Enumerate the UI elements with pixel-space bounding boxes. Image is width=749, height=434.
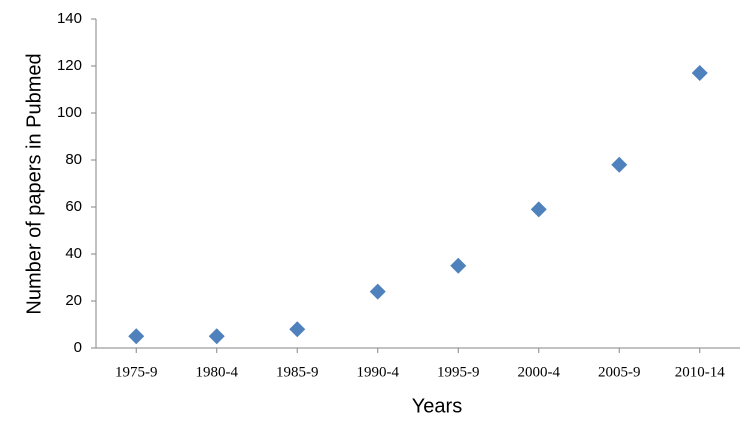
y-tick-label: 120	[57, 57, 82, 74]
x-tick-label: 1995-9	[437, 364, 480, 380]
y-axis-title: Number of papers in Pubmed	[23, 53, 45, 314]
x-tick-label: 2000-4	[518, 364, 561, 380]
y-tick-label: 40	[65, 245, 82, 262]
y-tick-label: 20	[65, 292, 82, 309]
y-tick-label: 0	[74, 339, 82, 356]
x-tick-label: 1990-4	[357, 364, 400, 380]
y-tick-label: 60	[65, 198, 82, 215]
marker	[691, 65, 708, 82]
marker	[208, 328, 225, 345]
x-tick-label: 2005-9	[598, 364, 641, 380]
y-tick-label: 140	[57, 10, 82, 27]
y-tick-label: 80	[65, 151, 82, 168]
marker	[450, 257, 467, 274]
marker	[128, 328, 145, 345]
x-tick-label: 1980-4	[196, 364, 239, 380]
marker	[530, 201, 547, 218]
x-tick-label: 2010-14	[675, 364, 725, 380]
marker	[611, 156, 628, 173]
x-axis-title: Years	[412, 395, 462, 417]
marker	[289, 321, 306, 338]
x-tick-label: 1975-9	[115, 364, 158, 380]
x-tick-label: 1985-9	[276, 364, 319, 380]
y-tick-label: 100	[57, 104, 82, 121]
marker	[369, 283, 386, 300]
